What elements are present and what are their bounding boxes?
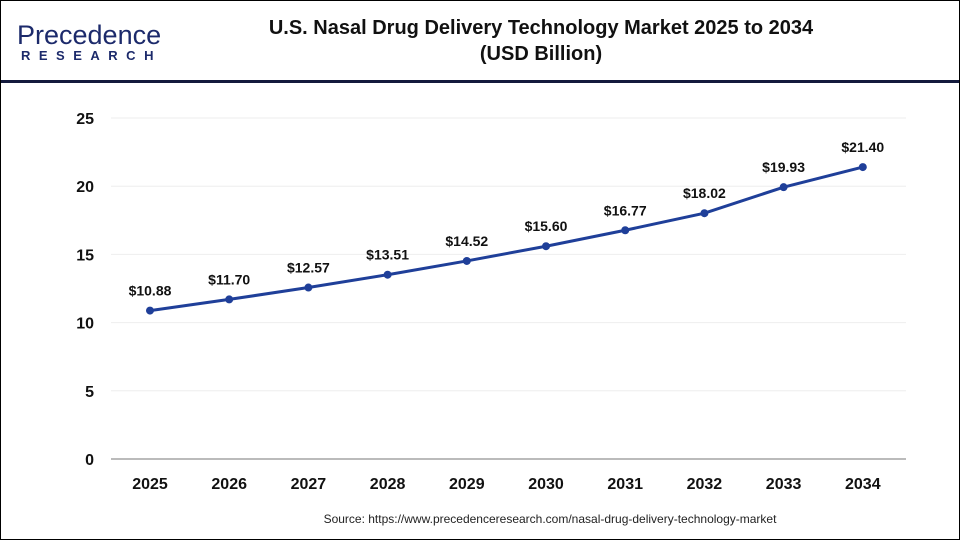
- x-tick-label: 2032: [687, 476, 723, 493]
- data-label: $14.52: [445, 233, 488, 249]
- source-text: Source: https://www.precedenceresearch.c…: [323, 512, 777, 526]
- data-point: [146, 306, 154, 315]
- data-label: $16.77: [604, 202, 647, 218]
- logo-line2: RESEARCH: [21, 48, 162, 63]
- title-line1: U.S. Nasal Drug Delivery Technology Mark…: [268, 17, 814, 39]
- x-tick-label: 2025: [132, 476, 168, 493]
- data-label: $19.93: [762, 159, 805, 175]
- y-tick-label: 10: [76, 316, 94, 333]
- data-label: $18.02: [683, 185, 726, 201]
- header: Precedence RESEARCH U.S. Nasal Drug Deli…: [1, 1, 959, 83]
- data-point: [383, 270, 392, 279]
- x-tick-label: 2028: [370, 476, 406, 493]
- y-tick-label: 25: [76, 111, 94, 128]
- data-point: [858, 163, 867, 172]
- data-point: [225, 295, 234, 304]
- data-point: [621, 226, 630, 235]
- title-line2: (USD Billion): [479, 43, 603, 65]
- x-tick-label: 2026: [211, 476, 247, 493]
- x-tick-label: 2027: [291, 476, 327, 493]
- x-tick-label: 2033: [766, 476, 802, 493]
- data-point: [462, 256, 471, 265]
- data-point: [700, 209, 709, 218]
- x-tick-label: 2031: [607, 476, 643, 493]
- data-label: $15.60: [525, 218, 568, 234]
- logo-line1: Precedence: [17, 20, 162, 50]
- y-tick-label: 15: [76, 247, 94, 264]
- data-point: [542, 242, 550, 251]
- x-tick-label: 2030: [528, 476, 564, 493]
- x-tick-label: 2029: [449, 476, 485, 493]
- precedence-research-logo: Precedence RESEARCH: [17, 21, 162, 63]
- y-tick-label: 0: [85, 452, 94, 469]
- data-label: $11.70: [208, 271, 250, 287]
- y-tick-label: 20: [76, 179, 94, 196]
- data-point: [779, 183, 788, 192]
- chart-title: U.S. Nasal Drug Delivery Technology Mark…: [221, 15, 861, 67]
- data-label: $12.57: [287, 260, 330, 276]
- series-line: [149, 165, 864, 313]
- data-label: $10.88: [129, 283, 172, 299]
- y-tick-label: 5: [85, 384, 94, 401]
- data-point: [304, 283, 313, 292]
- data-label: $13.51: [366, 247, 409, 263]
- x-tick-label: 2034: [845, 476, 881, 493]
- data-label: $21.40: [841, 139, 884, 155]
